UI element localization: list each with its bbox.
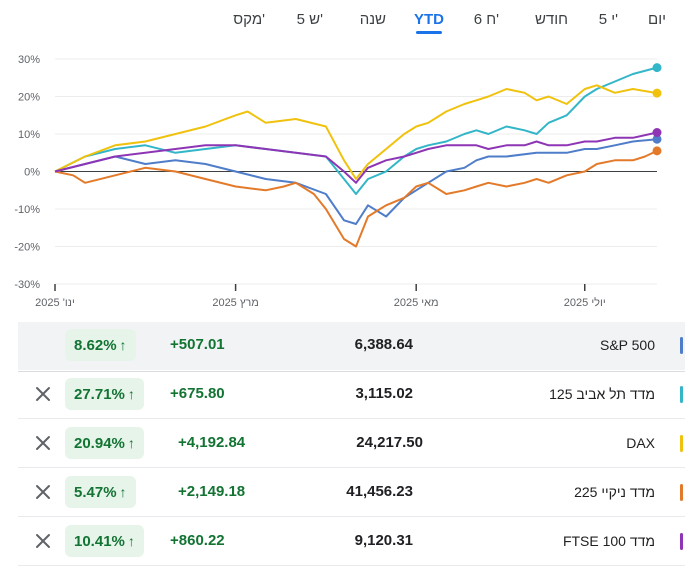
arrow-up-icon: ↑ [119,484,127,500]
row-percent-badge: 5.47% ↑ [65,476,136,508]
series-end-point-0 [652,134,662,144]
row-percent-badge: 20.94% ↑ [65,427,144,459]
row-name: DAX [626,435,655,451]
series-line-1[interactable] [54,66,658,195]
series-end-point-1 [652,63,662,73]
row-name: מדד ניקיי 225 [574,484,655,500]
tab-month[interactable]: חודש [534,11,568,28]
series-line-4[interactable] [54,131,658,184]
comparison-row[interactable]: S&P 500 6,388.64 +507.01 8.62% ↑ [18,322,685,370]
time-range-tabs: יום 5 י' חודש 6 ח' YTD שנה 5 ש' מקס' [0,0,700,44]
x-tick-label: יולי 2025 [564,296,606,309]
row-change: +860.22 [170,532,225,549]
series-end-point-3 [652,146,662,156]
row-divider [18,371,685,372]
row-price: 6,388.64 [354,336,413,353]
tab-active-indicator [416,31,442,34]
series-line-2[interactable] [54,84,658,180]
x-tick-label: מרץ 2025 [212,297,259,309]
row-price: 9,120.31 [354,532,413,549]
series-color-swatch [680,484,683,501]
tab-6-months[interactable]: 6 ח' [473,11,499,28]
series-end-point-4 [652,128,662,137]
remove-comparison-close-icon[interactable] [33,384,53,404]
series-color-swatch [680,386,683,403]
row-percent-value: 20.94% [74,435,125,452]
tab-ytd[interactable]: YTD [414,11,444,34]
row-name: S&P 500 [599,337,655,353]
row-percent-value: 5.47% [74,484,117,501]
x-tick-label: מאי 2025 [394,297,439,309]
row-percent-value: 8.62% [74,337,117,354]
chart-gridlines [55,58,657,285]
comparison-row[interactable]: מדד FTSE 100 9,120.31 +860.22 10.41% ↑ [18,518,685,566]
row-percent-value: 10.41% [74,533,125,550]
chart-series [54,63,662,248]
row-change: +2,149.18 [178,483,246,500]
remove-comparison-close-icon[interactable] [33,433,53,453]
y-tick-label: 10% [18,129,40,141]
row-price: 41,456.23 [346,483,413,500]
arrow-up-icon: ↑ [127,435,135,451]
tab-5-days[interactable]: 5 י' [598,11,618,28]
row-price: 24,217.50 [356,434,423,451]
row-name: מדד FTSE 100 [562,533,655,549]
row-percent-badge: 27.71% ↑ [65,378,144,410]
row-percent-badge: 10.41% ↑ [65,525,144,557]
series-color-swatch [680,533,683,550]
row-price: 3,115.02 [355,385,413,402]
y-tick-label: 0% [24,167,40,179]
row-change: +4,192.84 [178,434,246,451]
tab-day[interactable]: יום [648,11,666,28]
remove-comparison-close-icon[interactable] [33,531,53,551]
series-color-swatch [680,435,683,452]
tab-max[interactable]: מקס' [233,11,265,28]
comparison-row[interactable]: מדד ניקיי 225 41,456.23 +2,149.18 5.47% ↑ [18,469,685,517]
comparison-row[interactable]: DAX 24,217.50 +4,192.84 20.94% ↑ [18,420,685,468]
series-color-swatch [680,337,683,354]
series-end-point-2 [652,88,662,98]
y-tick-label: 30% [18,54,40,66]
arrow-up-icon: ↑ [127,533,135,549]
remove-comparison-close-icon[interactable] [33,482,53,502]
row-change: +675.80 [170,385,225,402]
comparison-line-chart: 30% 20% 10% 0% -10% -20% -30% ינו' 2025 מרץ 202… [14,54,662,309]
y-tick-label: -20% [14,242,40,254]
series-line-3[interactable] [54,149,658,248]
y-tick-label: -30% [14,279,40,291]
x-axis: ינו' 2025 מרץ 2025 מאי 2025 יולי 2025 [35,284,606,309]
row-change: +507.01 [170,336,225,353]
row-name: מדד תל אביב 125 [549,386,655,402]
row-percent-value: 27.71% [74,386,125,403]
tab-ytd-label: YTD [414,11,444,28]
x-tick-label: ינו' 2025 [35,297,75,309]
arrow-up-icon: ↑ [119,337,127,353]
tab-year[interactable]: שנה [359,11,386,28]
y-axis-labels: 30% 20% 10% 0% -10% -20% -30% [14,54,40,291]
row-percent-badge: 8.62% ↑ [65,329,136,361]
y-tick-label: 20% [18,92,40,104]
arrow-up-icon: ↑ [127,386,135,402]
tab-5-years[interactable]: 5 ש' [296,11,323,28]
comparison-row[interactable]: מדד תל אביב 125 3,115.02 +675.80 27.71% ↑ [18,371,685,419]
y-tick-label: -10% [14,204,40,216]
